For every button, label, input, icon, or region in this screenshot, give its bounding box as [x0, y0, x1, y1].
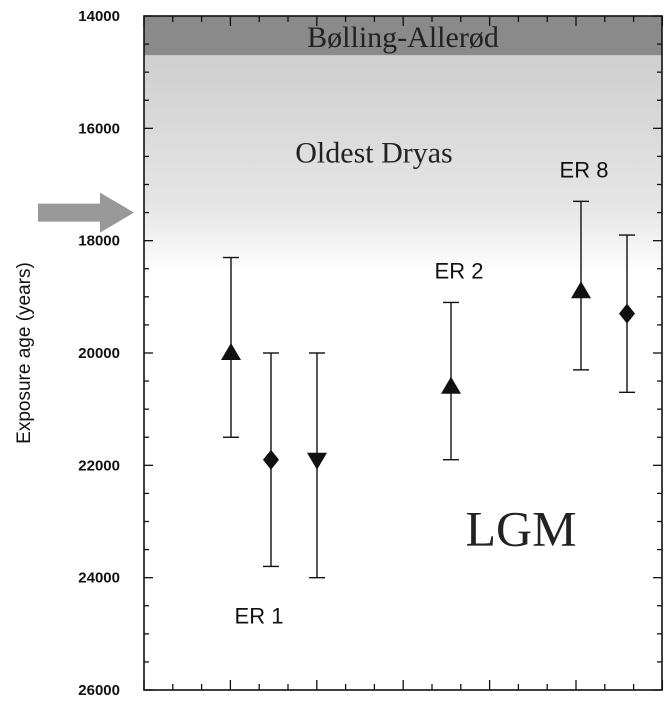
y-tick-label: 20000 [78, 345, 120, 362]
data-group [571, 200, 635, 394]
diamond-marker [263, 449, 279, 470]
triangle-up-marker [221, 343, 241, 360]
triangle-down-marker [307, 452, 327, 470]
y-tick-label: 24000 [78, 570, 120, 587]
y-axis-label: Exposure age (years) [14, 262, 35, 444]
data-group [221, 256, 327, 579]
group-label: ER 2 [435, 258, 484, 283]
region-label-lgm: LGM [465, 501, 576, 557]
y-tick-label: 22000 [78, 457, 120, 474]
zone-label-oldest-dryas: Oldest Dryas [295, 136, 452, 169]
diamond-marker [619, 303, 635, 324]
zone-oldest-dryas [144, 55, 662, 275]
group-label: ER 8 [560, 157, 609, 182]
triangle-up-marker [571, 281, 591, 299]
group-label: ER 1 [235, 604, 284, 629]
y-tick-label: 16000 [78, 120, 120, 137]
y-tick-label: 14000 [78, 8, 120, 25]
arrow-marker [38, 192, 134, 233]
zone-label-bolling-allerod: Bølling-Allerød [307, 21, 499, 54]
y-tick-label: 26000 [78, 682, 120, 699]
y-tick-label: 18000 [78, 233, 120, 250]
data-group [441, 301, 461, 461]
triangle-up-marker [441, 376, 461, 394]
